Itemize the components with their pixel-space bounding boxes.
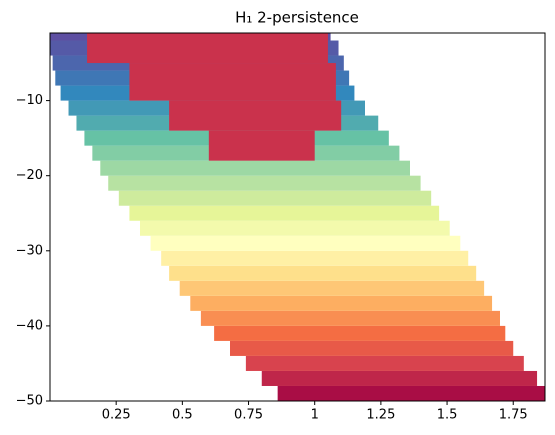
cell bbox=[100, 160, 410, 176]
cell bbox=[129, 205, 440, 221]
y-tick-label: −50 bbox=[16, 394, 43, 409]
cell bbox=[140, 220, 450, 236]
cell bbox=[169, 100, 342, 131]
x-tick-label: 0.25 bbox=[102, 408, 131, 423]
x-tick-label: 0.75 bbox=[234, 408, 263, 423]
cell bbox=[87, 33, 328, 64]
cell bbox=[108, 175, 421, 191]
x-tick-label: 1.5 bbox=[437, 408, 458, 423]
heatmap bbox=[50, 33, 545, 401]
cell bbox=[190, 295, 493, 311]
x-tick-label: 1.25 bbox=[366, 408, 395, 423]
y-tick-label: −10 bbox=[16, 93, 43, 108]
cell bbox=[179, 280, 485, 296]
cell bbox=[230, 340, 514, 356]
y-tick-label: −40 bbox=[16, 318, 43, 333]
cell bbox=[118, 190, 432, 206]
y-tick-label: −20 bbox=[16, 168, 43, 183]
cell bbox=[245, 355, 524, 371]
x-tick-label: 0.5 bbox=[172, 408, 193, 423]
cell bbox=[161, 250, 469, 266]
cell bbox=[200, 310, 500, 326]
cell bbox=[208, 130, 315, 161]
axes-frame bbox=[49, 32, 546, 402]
cell bbox=[129, 63, 336, 101]
x-tick-label: 1.75 bbox=[499, 408, 528, 423]
cell bbox=[261, 370, 538, 386]
y-tick-label: −30 bbox=[16, 243, 43, 258]
cell bbox=[169, 265, 477, 281]
chart-title: H₁ 2-persistence bbox=[235, 9, 359, 27]
cell bbox=[150, 235, 461, 251]
cell bbox=[277, 385, 545, 401]
x-tick-label: 1 bbox=[311, 408, 319, 423]
cell bbox=[214, 325, 506, 341]
axes: 0.25 0.5 0.75 1 1.25 1.5 1.75 −50 −40 −30 −20 −10 bbox=[16, 93, 528, 422]
